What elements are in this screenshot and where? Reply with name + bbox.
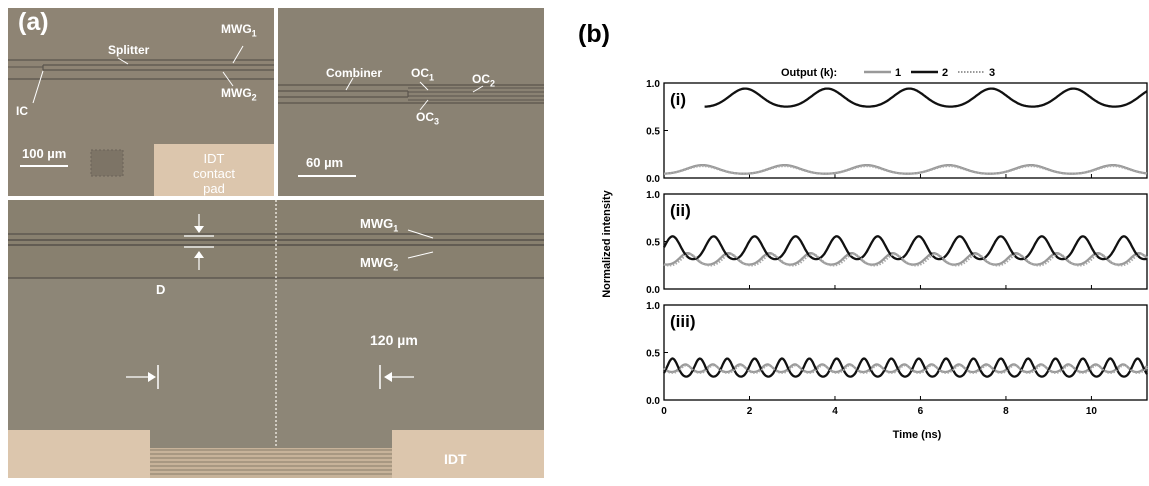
mwg2-text: MWG xyxy=(221,86,252,100)
ic-label: IC xyxy=(16,104,28,118)
oc2-label: OC2 xyxy=(472,72,495,88)
series-2-subplot-3 xyxy=(663,357,1148,378)
series-3-subplot-1 xyxy=(664,165,1148,175)
gap-d-label: D xyxy=(156,282,166,297)
y-tick-label-3-2: 1.0 xyxy=(646,301,660,312)
idt-contact-pad-label: IDT contact pad xyxy=(154,151,274,196)
y-tick-label-1-2: 1.0 xyxy=(646,79,660,90)
y-tick-label-1-1: 0.5 xyxy=(646,127,660,138)
oc1-text: OC xyxy=(411,66,429,80)
x-tick-label-4: 8 xyxy=(1003,406,1009,417)
y-axis-title: Normalized intensity xyxy=(601,189,613,297)
subplot-frame-1 xyxy=(663,82,1148,179)
micrograph-splitter: Splitter MWG1 MWG2 IC 100 µm IDT contact… xyxy=(8,8,274,196)
mwg2-bottom-subscript: 2 xyxy=(393,262,399,273)
oc3-text: OC xyxy=(416,110,434,124)
splitter-label: Splitter xyxy=(108,43,150,57)
legend-label-3: 3 xyxy=(989,67,995,79)
period-120-label: 120 µm xyxy=(370,332,418,348)
oc3-label: OC3 xyxy=(416,110,439,126)
y-tick-label-2-2: 1.0 xyxy=(646,190,660,201)
mwg1-text: MWG xyxy=(221,22,252,36)
y-tick-label-1-0: 0.0 xyxy=(646,174,660,185)
series-1-subplot-1 xyxy=(664,163,1148,175)
series-2-subplot-2 xyxy=(662,235,1148,261)
mwg2-label-top: MWG2 xyxy=(221,86,257,102)
x-tick-label-3: 6 xyxy=(918,406,924,417)
mwg1-subscript: 1 xyxy=(251,28,257,39)
mwg2-subscript: 2 xyxy=(251,92,257,103)
y-tick-label-2-0: 0.0 xyxy=(646,285,660,296)
mwg1-bottom-text: MWG xyxy=(360,216,394,231)
mwg1-label-top: MWG1 xyxy=(221,22,257,38)
splitter-structure xyxy=(8,45,274,196)
oc1-label: OC1 xyxy=(411,66,434,82)
oc1-subscript: 1 xyxy=(429,72,435,83)
series-1-subplot-2 xyxy=(663,252,1148,266)
x-axis-title: Time (ns) xyxy=(893,429,942,441)
panel-a-label: (a) xyxy=(18,8,49,36)
combiner-label: Combiner xyxy=(326,66,383,80)
mwg2-bottom-text: MWG xyxy=(360,255,394,270)
chart-legend: Output (k): 1 2 3 xyxy=(781,67,995,79)
y-tick-label-2-1: 0.5 xyxy=(646,238,660,249)
oc2-subscript: 2 xyxy=(490,78,496,89)
scale-bar-60-label: 60 µm xyxy=(306,155,344,170)
series-3-subplot-3 xyxy=(663,364,1148,374)
x-tick-label-2: 4 xyxy=(832,406,838,417)
subplot-label-1: (i) xyxy=(670,90,686,109)
x-tick-label-0: 0 xyxy=(661,406,667,417)
legend-title: Output (k): xyxy=(781,67,837,79)
x-tick-label-5: 10 xyxy=(1086,406,1098,417)
legend-label-1: 1 xyxy=(895,67,901,79)
x-tick-label-1: 2 xyxy=(747,406,753,417)
pad-line-3: pad xyxy=(203,181,225,196)
subplot-frame-2 xyxy=(663,193,1148,290)
panel-b-label: (b) xyxy=(578,20,610,48)
mwg1-bottom-subscript: 1 xyxy=(393,223,399,234)
subplot-frame-3 xyxy=(663,304,1148,401)
subplot-label-2: (ii) xyxy=(670,201,691,220)
y-tick-label-3-0: 0.0 xyxy=(646,396,660,407)
oc2-text: OC xyxy=(472,72,490,86)
y-tick-label-3-1: 0.5 xyxy=(646,349,660,360)
pad-line-1: IDT xyxy=(203,151,225,166)
legend-label-2: 2 xyxy=(942,67,948,79)
scale-bar-100-label: 100 µm xyxy=(22,146,67,161)
oc3-subscript: 3 xyxy=(434,116,440,127)
intensity-chart: Output (k): 1 2 3 (i) 0.0 0.5 1.0 (ii) 0.0 0.5… xyxy=(601,67,1148,441)
series-2-subplot-1 xyxy=(704,87,1148,108)
pad-line-2: contact xyxy=(193,166,235,181)
subplot-label-3: (iii) xyxy=(670,312,696,331)
mwg1-label-bottom: MWG1 xyxy=(360,216,398,234)
micrograph-idt-region: D MWG1 MWG2 120 µm IDT xyxy=(8,200,544,478)
idt-label: IDT xyxy=(444,451,467,467)
micrograph-combiner: Combiner OC1 OC2 OC3 60 µm xyxy=(278,8,544,196)
mwg2-label-bottom: MWG2 xyxy=(360,255,398,273)
idt-region-structure xyxy=(8,200,544,478)
combiner-structure xyxy=(278,77,544,177)
